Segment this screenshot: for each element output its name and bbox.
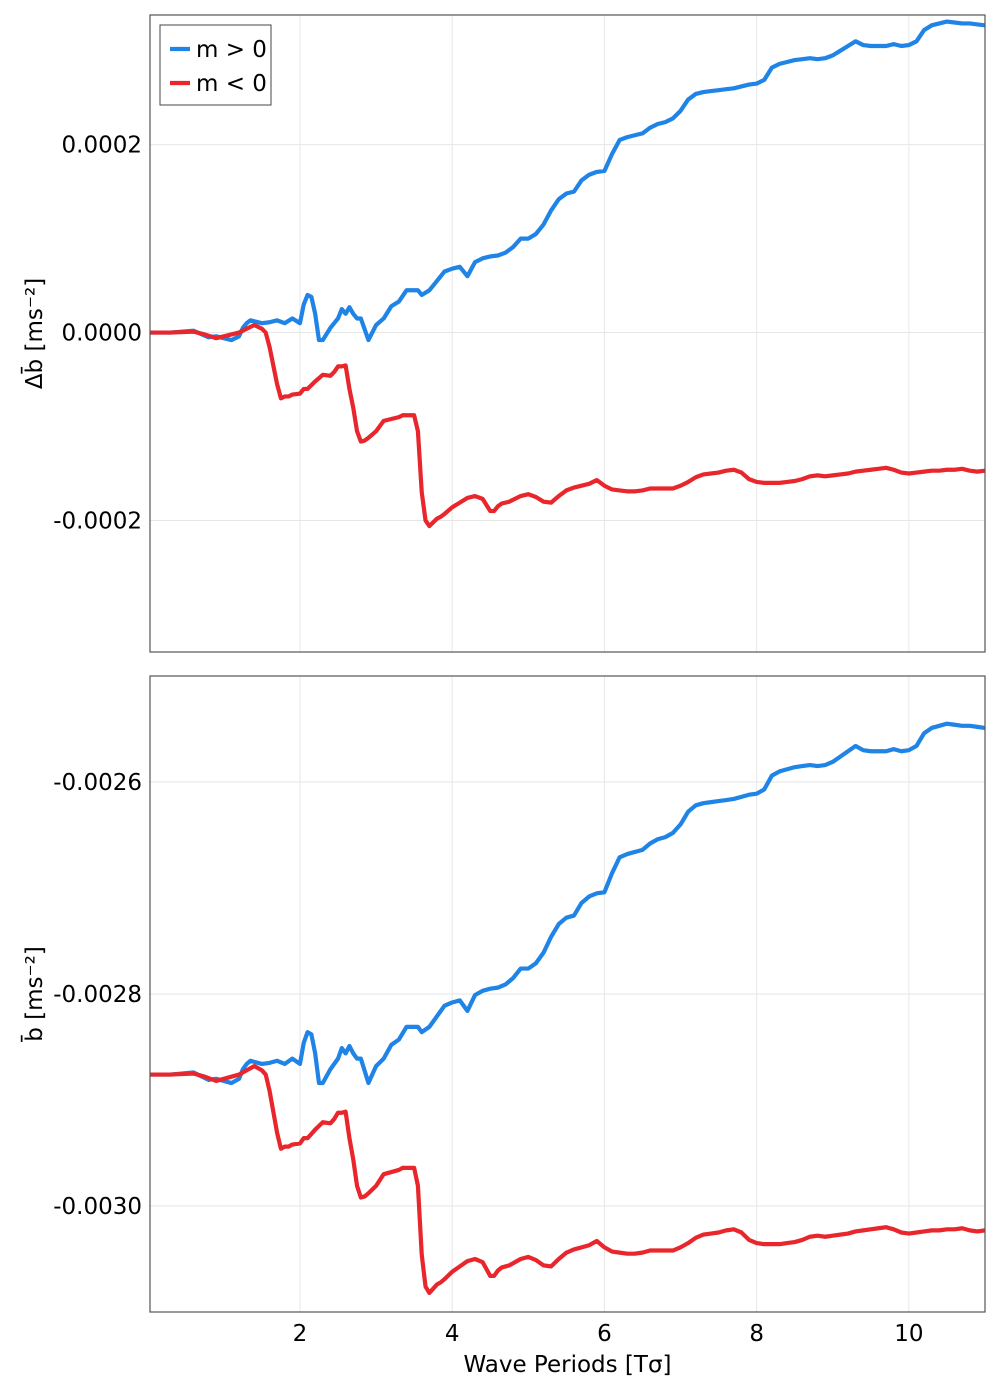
y-tick-label: 0.0002 <box>62 133 142 159</box>
y-tick-label: -0.0002 <box>53 508 142 534</box>
series-line-m-negative <box>150 1063 985 1296</box>
plot-area <box>150 15 985 652</box>
series-line-m-negative <box>150 322 985 529</box>
legend: m > 0 m < 0 <box>159 24 272 106</box>
legend-label: m < 0 <box>196 71 267 97</box>
plot-frame <box>149 675 986 1313</box>
x-tick-label: 4 <box>445 1321 460 1347</box>
panel-1: -0.0002 0.0000 0.0002 Δb̄ [ms⁻²] m > 0 m < 0 <box>20 14 986 653</box>
x-axis-label: Wave Periods [Tσ] <box>463 1352 671 1378</box>
y-tick-label: -0.0028 <box>53 982 142 1008</box>
plot-frame <box>149 14 986 653</box>
series-line-m-positive <box>150 721 985 1086</box>
y-tick-label: 0.0000 <box>62 321 142 347</box>
x-tick-label: 10 <box>894 1321 923 1347</box>
series-line-m-positive <box>150 19 985 343</box>
panel-2: -0.0030 -0.0028 -0.0026 2 4 6 8 10 b̄ [ms⁻²] Wave… <box>20 675 986 1378</box>
series-group <box>150 19 985 529</box>
y-axis-label: b̄ [ms⁻²] <box>20 946 48 1043</box>
series-group <box>150 721 985 1296</box>
legend-label: m > 0 <box>196 37 267 63</box>
x-tick-label: 2 <box>293 1321 308 1347</box>
y-tick-label: -0.0030 <box>53 1194 142 1220</box>
x-tick-label: 6 <box>597 1321 612 1347</box>
y-axis-label: Δb̄ [ms⁻²] <box>20 278 48 389</box>
y-tick-label: -0.0026 <box>53 770 142 796</box>
x-tick-label: 8 <box>749 1321 764 1347</box>
legend-box <box>159 24 272 106</box>
